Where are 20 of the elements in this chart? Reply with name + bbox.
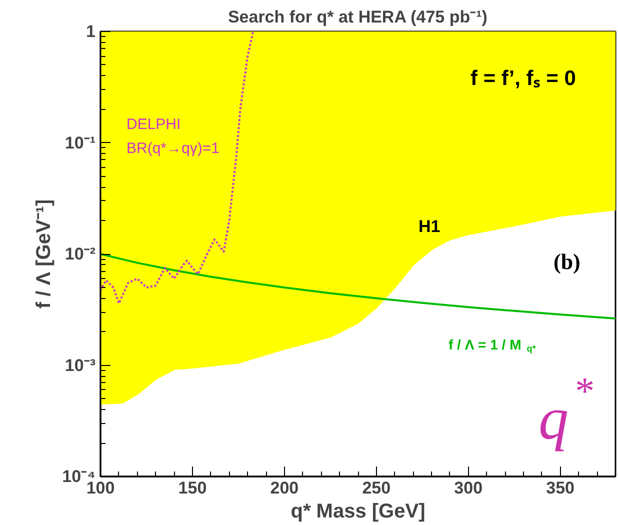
line-series (100, 32, 254, 304)
y-tick-label: 1 (86, 22, 96, 41)
x-tick-label: 150 (178, 478, 207, 498)
annotation: BR(q*→qγ)=1 (126, 140, 220, 157)
x-tick-label: 200 (270, 478, 299, 498)
annotation: f = f’, fₛ = 0 (470, 67, 576, 90)
line-series (100, 253, 616, 320)
x-axis-title: q* Mass [GeV] (290, 500, 426, 522)
y-tick-label: 10⁻³ (64, 356, 96, 375)
chart-title: Search for q* at HERA (475 pb⁻¹) (228, 8, 488, 26)
annotation: DELPHI (126, 116, 181, 133)
x-tick-label: 350 (546, 478, 575, 498)
y-axis-title: f / Λ [GeV⁻¹] (33, 199, 56, 309)
annotation: (b) (554, 249, 580, 274)
y-tick-label: 10⁻¹ (64, 133, 96, 152)
y-tick-label: 10⁻² (64, 244, 96, 264)
x-tick-label: 250 (362, 478, 391, 498)
x-tick-label: 300 (454, 478, 483, 498)
annotation: q* (538, 370, 594, 452)
annotation: H1 (418, 217, 440, 236)
